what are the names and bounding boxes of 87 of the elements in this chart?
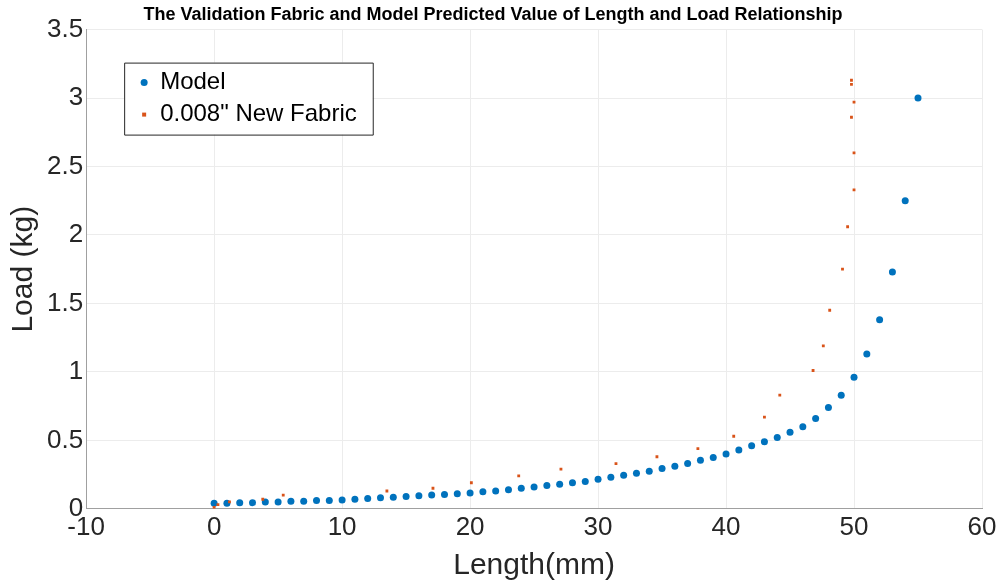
point bbox=[351, 495, 359, 503]
point bbox=[287, 497, 295, 505]
point bbox=[888, 268, 896, 276]
point bbox=[901, 197, 909, 205]
point bbox=[364, 495, 372, 503]
y-tick-label: 3 bbox=[68, 81, 84, 112]
point bbox=[658, 464, 666, 472]
point bbox=[261, 497, 265, 501]
point bbox=[594, 475, 602, 483]
point bbox=[850, 78, 853, 82]
x-axis-title: Length(mm) bbox=[453, 547, 615, 581]
point bbox=[466, 489, 474, 497]
x-tick-label: 10 bbox=[327, 510, 357, 541]
point bbox=[821, 344, 825, 348]
point bbox=[338, 496, 346, 504]
point bbox=[556, 480, 564, 488]
x-tick-label: 20 bbox=[455, 510, 485, 541]
point bbox=[543, 482, 551, 490]
point bbox=[696, 447, 700, 450]
point bbox=[696, 456, 704, 464]
point bbox=[773, 434, 781, 442]
point bbox=[581, 477, 589, 485]
point bbox=[632, 469, 640, 477]
point bbox=[469, 481, 473, 485]
y-tick-label: 2.5 bbox=[46, 149, 84, 180]
point bbox=[261, 498, 269, 506]
legend-label: Model bbox=[160, 67, 226, 95]
x-tick-label: 40 bbox=[711, 510, 741, 541]
point bbox=[786, 428, 794, 436]
point bbox=[863, 350, 871, 358]
point bbox=[824, 403, 832, 411]
point bbox=[671, 462, 679, 470]
point bbox=[914, 94, 922, 102]
y-tick-label: 2 bbox=[68, 218, 84, 249]
x-tick-label: 30 bbox=[583, 510, 613, 541]
y-tick-label: 1.5 bbox=[46, 286, 84, 317]
point bbox=[281, 493, 285, 497]
point bbox=[828, 308, 832, 312]
point bbox=[837, 391, 845, 399]
y-axis-title: Load (kg) bbox=[5, 205, 39, 333]
point bbox=[607, 473, 615, 481]
point bbox=[846, 225, 850, 229]
point bbox=[722, 450, 730, 458]
point bbox=[850, 373, 858, 381]
point bbox=[748, 442, 756, 450]
point bbox=[530, 483, 538, 491]
point bbox=[402, 492, 410, 500]
y-tick-label: 1 bbox=[68, 355, 84, 386]
point bbox=[313, 497, 321, 505]
chart-title: The Validation Fabric and Model Predicted Value of Length and Load Relationship bbox=[143, 3, 843, 24]
point bbox=[428, 491, 436, 499]
point bbox=[709, 453, 717, 461]
point bbox=[440, 490, 448, 498]
x-tick-label: 50 bbox=[839, 510, 869, 541]
point bbox=[274, 498, 282, 506]
point bbox=[223, 499, 231, 507]
x-tick-label: 0 bbox=[206, 510, 222, 541]
point bbox=[377, 494, 384, 502]
point bbox=[453, 490, 461, 498]
point bbox=[732, 434, 736, 438]
point bbox=[479, 488, 487, 496]
point bbox=[812, 414, 820, 422]
point bbox=[504, 486, 512, 494]
point bbox=[236, 499, 244, 507]
point bbox=[684, 460, 692, 468]
point bbox=[841, 267, 844, 271]
point bbox=[325, 497, 333, 505]
point bbox=[799, 423, 807, 431]
point bbox=[850, 115, 853, 119]
point bbox=[249, 499, 257, 507]
point bbox=[415, 492, 423, 500]
point bbox=[850, 82, 853, 86]
point bbox=[876, 316, 884, 324]
point bbox=[517, 484, 525, 492]
point bbox=[620, 471, 628, 479]
x-tick-label: 60 bbox=[967, 510, 997, 541]
y-tick-label: 3.5 bbox=[46, 12, 84, 43]
point bbox=[300, 497, 308, 505]
point bbox=[389, 493, 397, 501]
point bbox=[568, 479, 576, 487]
point bbox=[778, 393, 782, 397]
legend-label: 0.008" New Fabric bbox=[160, 99, 357, 127]
point bbox=[735, 446, 743, 454]
point bbox=[760, 438, 768, 446]
y-tick-label: 0.5 bbox=[46, 423, 84, 454]
point bbox=[645, 467, 653, 475]
point bbox=[492, 487, 500, 495]
